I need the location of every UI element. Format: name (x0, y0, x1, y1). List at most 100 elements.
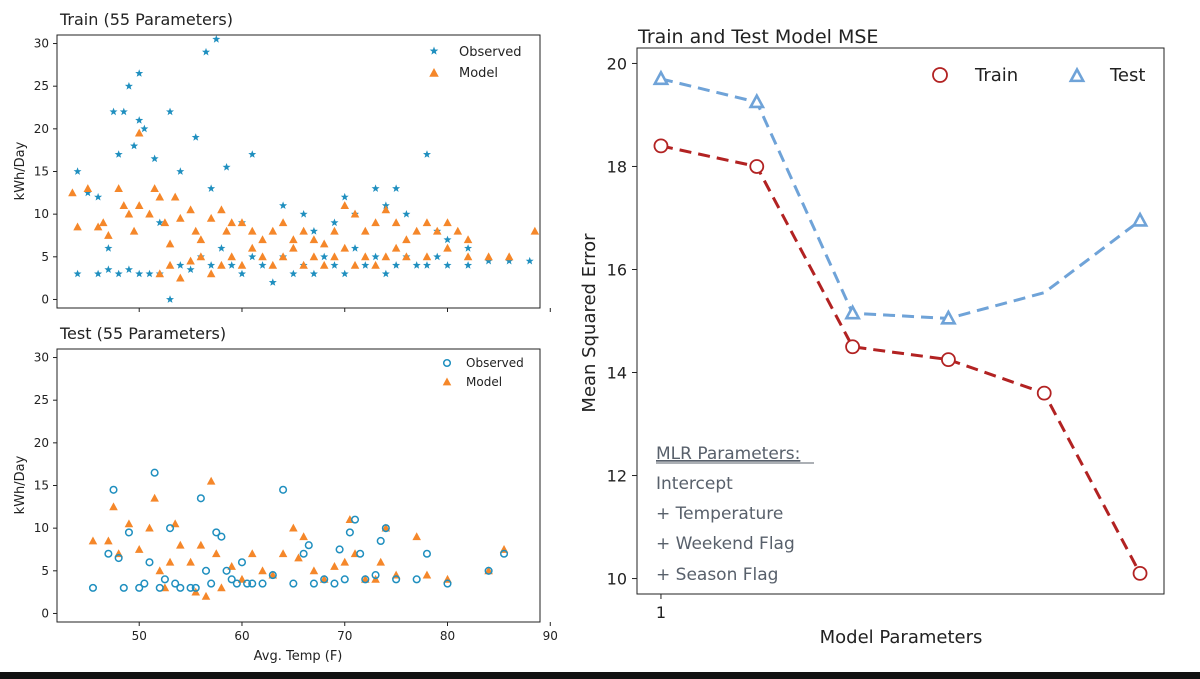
test-plot-title: Test (55 Parameters) (59, 324, 226, 343)
train-observed-point (94, 269, 103, 278)
test-model-point (155, 566, 165, 575)
train-model-point (222, 226, 231, 235)
train-model-point (237, 218, 247, 227)
train-observed-point (423, 150, 431, 158)
train-observed-point (150, 154, 159, 163)
test-observed-point (248, 579, 257, 588)
train-model-point (165, 260, 175, 269)
train-model-point (371, 218, 380, 227)
train-model-point (160, 218, 170, 227)
test-observed-point (412, 575, 421, 584)
test-x-tick-label: 60 (234, 629, 249, 643)
train-observed-point (340, 192, 349, 201)
train-model-point (340, 243, 350, 252)
train-observed-point (309, 227, 318, 235)
test-model-point (217, 583, 226, 592)
test-model-point (145, 523, 154, 532)
train-observed-point (371, 252, 380, 261)
train-mse-point (941, 352, 956, 368)
mse-x-axis-label: Model Parameters (820, 627, 983, 648)
test-x-tick-label: 80 (440, 629, 455, 643)
test-observed-point (237, 558, 247, 567)
test-y-tick-label: 10 (34, 521, 49, 535)
train-observed-point (402, 210, 411, 218)
train-observed-point (176, 167, 185, 175)
bottom-bar (0, 672, 1200, 679)
train-observed-point (433, 252, 442, 261)
test-model-point (196, 540, 206, 549)
train-model-point (217, 205, 226, 214)
test-model-point (247, 549, 257, 558)
test-model-point (484, 566, 493, 575)
train-model-point (289, 235, 298, 244)
test-model-point (330, 562, 339, 570)
test-model-point (206, 476, 216, 485)
train-model-point (150, 184, 159, 192)
test-observed-point (150, 468, 159, 477)
train-mse-line (660, 144, 1142, 575)
test-mse-point (652, 69, 670, 86)
train-mse-point (1132, 565, 1148, 581)
train-model-point (319, 260, 329, 269)
test-observed-point (484, 566, 493, 575)
train-model-point (170, 192, 180, 201)
train-observed-point (135, 69, 144, 77)
train-model-point (258, 252, 267, 261)
test-model-point (319, 574, 329, 583)
test-observed-point (176, 583, 185, 592)
train-observed-point (464, 244, 473, 252)
train-observed-point (73, 269, 82, 278)
train-model-point (176, 213, 185, 222)
train-mse-point (653, 138, 669, 154)
train-observed-point (299, 210, 308, 218)
train-legend-observed-label: Observed (459, 45, 522, 60)
train-model-point (268, 226, 278, 235)
mlr-parameter-weekend-flag: + Weekend Flag (656, 534, 795, 554)
test-x-tick-label: 50 (132, 629, 147, 643)
train-model-point (504, 252, 514, 261)
mse-y-tick-label: 20 (607, 54, 627, 73)
test-observed-point (109, 485, 118, 494)
test-observed-point (268, 571, 277, 580)
train-observed-point (330, 218, 339, 227)
test-model-point (376, 557, 385, 566)
mse-legend-train-label: Train (974, 65, 1018, 86)
train-observed-point (309, 269, 318, 278)
test-mse-point (844, 304, 861, 320)
test-plot-frame (56, 348, 541, 623)
train-mse-point (845, 339, 860, 355)
train-observed-point (104, 265, 113, 273)
test-observed-point (165, 524, 175, 533)
mse-legend-test-marker (1068, 66, 1086, 83)
mse-y-tick-label: 12 (607, 467, 627, 486)
train-observed-point (73, 167, 82, 175)
train-observed-point (412, 261, 421, 269)
train-model-point (463, 235, 473, 244)
train-observed-point (166, 107, 174, 116)
train-model-point (104, 230, 113, 239)
test-model-point (212, 549, 221, 558)
train-model-point (237, 260, 247, 269)
train-model-point (83, 184, 93, 192)
train-model-point (463, 252, 473, 261)
train-observed-point (227, 261, 236, 269)
test-observed-point (299, 549, 308, 558)
test-observed-point (232, 579, 241, 588)
train-model-point (309, 235, 319, 244)
train-observed-point (443, 235, 452, 244)
train-observed-point (217, 244, 226, 252)
train-y-tick-label: 20 (34, 122, 49, 136)
train-model-point (217, 260, 226, 269)
test-observed-point (212, 528, 221, 537)
train-model-point (129, 226, 139, 235)
test-model-point (186, 557, 195, 566)
train-observed-point (443, 261, 452, 269)
train-observed-point (140, 124, 149, 133)
mse-legend-train-marker (932, 67, 948, 83)
train-observed-point (222, 163, 231, 171)
train-observed-point (248, 150, 257, 158)
train-model-point (443, 218, 452, 227)
test-observed-point (279, 485, 288, 494)
test-observed-point (217, 532, 226, 541)
train-model-point (299, 226, 308, 235)
